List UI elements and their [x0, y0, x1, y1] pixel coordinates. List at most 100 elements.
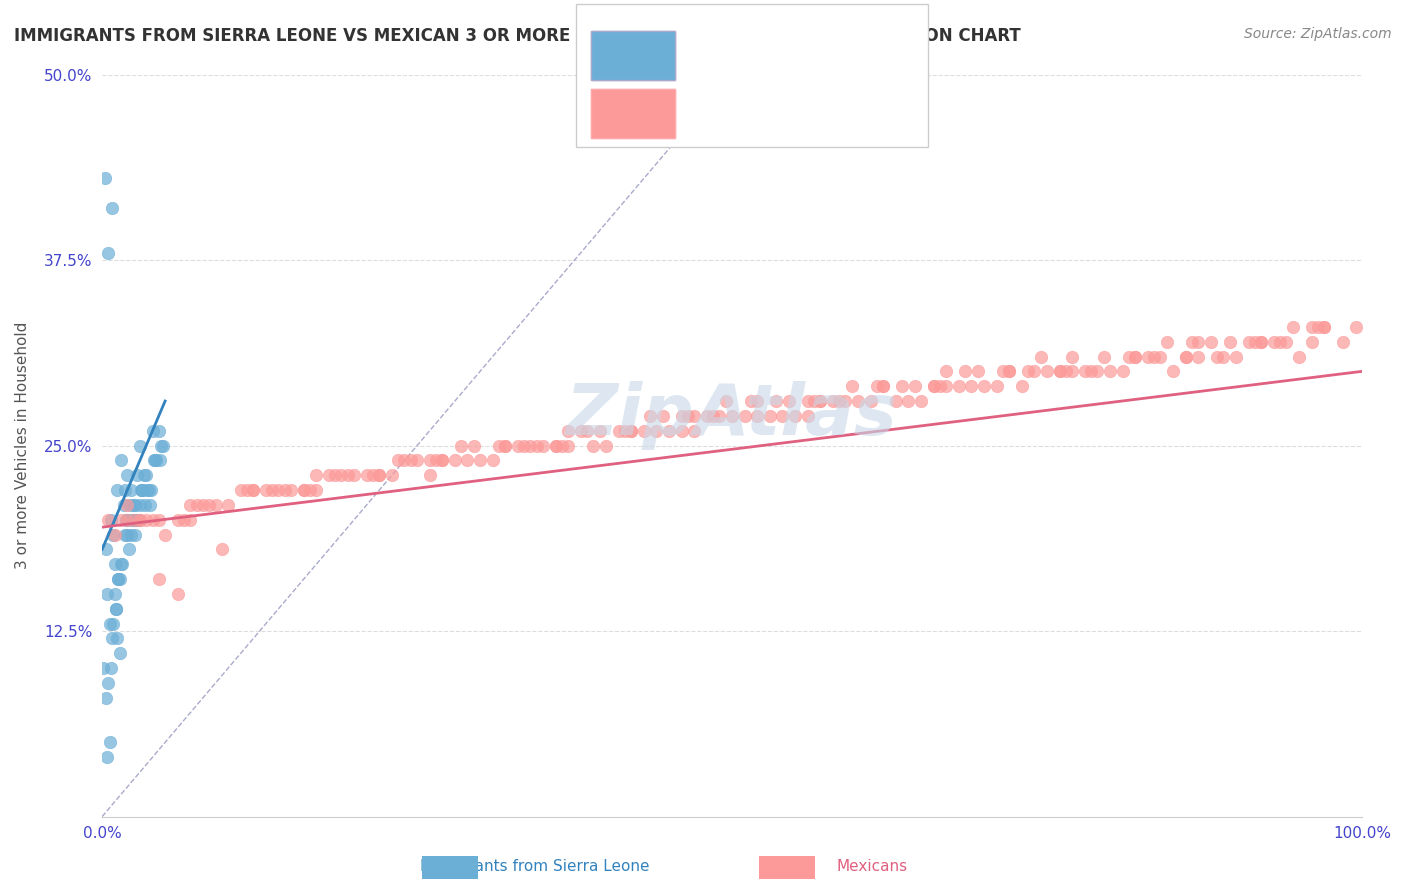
Point	[935, 379, 957, 393]
Point	[121, 513, 143, 527]
Point	[105, 632, 128, 646]
Point	[204, 498, 226, 512]
Point	[191, 498, 214, 512]
Point	[136, 483, 159, 497]
Point	[100, 661, 122, 675]
Point	[148, 513, 170, 527]
Point	[1344, 319, 1367, 334]
Point	[557, 424, 579, 438]
Point	[803, 394, 825, 409]
Point	[783, 409, 806, 423]
Point	[94, 542, 117, 557]
Point	[638, 409, 661, 423]
Point	[305, 468, 328, 483]
Point	[356, 468, 378, 483]
Point	[129, 513, 152, 527]
Point	[198, 498, 221, 512]
Point	[111, 558, 134, 572]
Point	[607, 424, 630, 438]
Point	[872, 379, 894, 393]
Point	[129, 439, 152, 453]
Point	[828, 394, 851, 409]
Point	[368, 468, 391, 483]
Point	[114, 527, 136, 541]
Point	[368, 468, 391, 483]
Point	[1313, 319, 1336, 334]
Point	[544, 439, 567, 453]
Point	[1017, 364, 1039, 378]
Point	[117, 542, 139, 557]
Point	[104, 527, 127, 541]
Point	[118, 498, 141, 512]
Point	[494, 439, 516, 453]
Point	[153, 527, 176, 541]
Point	[330, 468, 353, 483]
Point	[734, 409, 756, 423]
Point	[929, 379, 952, 393]
Point	[468, 453, 491, 467]
Point	[103, 616, 125, 631]
Point	[110, 558, 132, 572]
Point	[569, 424, 592, 438]
Point	[998, 364, 1021, 378]
Point	[1306, 319, 1329, 334]
Point	[117, 498, 139, 512]
Point	[1187, 334, 1209, 349]
Point	[709, 409, 731, 423]
Point	[217, 498, 239, 512]
Point	[267, 483, 290, 497]
Point	[135, 513, 157, 527]
Point	[1181, 334, 1204, 349]
Point	[778, 394, 800, 409]
Point	[125, 513, 148, 527]
Point	[152, 439, 174, 453]
Point	[127, 468, 149, 483]
Point	[110, 453, 132, 467]
Point	[859, 394, 882, 409]
Point	[1174, 350, 1197, 364]
Point	[298, 483, 321, 497]
Point	[1074, 364, 1097, 378]
Point	[676, 409, 699, 423]
Point	[141, 513, 163, 527]
Point	[141, 424, 163, 438]
Point	[1049, 364, 1071, 378]
Point	[108, 572, 131, 586]
Point	[463, 439, 485, 453]
Point	[305, 483, 328, 497]
Point	[262, 483, 284, 497]
Point	[129, 483, 152, 497]
Point	[1136, 350, 1159, 364]
Point	[1225, 350, 1247, 364]
Y-axis label: 3 or more Vehicles in Household: 3 or more Vehicles in Household	[15, 322, 30, 569]
Point	[394, 453, 416, 467]
Point	[1301, 334, 1323, 349]
Point	[866, 379, 889, 393]
Point	[166, 513, 188, 527]
Point	[129, 498, 152, 512]
Point	[714, 394, 737, 409]
Point	[633, 424, 655, 438]
Point	[910, 394, 932, 409]
Point	[1313, 319, 1336, 334]
Point	[613, 424, 636, 438]
Point	[1118, 350, 1140, 364]
Point	[620, 424, 643, 438]
Point	[1275, 334, 1298, 349]
Point	[1161, 364, 1184, 378]
Point	[148, 424, 170, 438]
Text: R = 0.603   N = 199: R = 0.603 N = 199	[689, 105, 886, 123]
Point	[897, 394, 920, 409]
Point	[117, 468, 139, 483]
Point	[1087, 364, 1109, 378]
Point	[1111, 364, 1133, 378]
Point	[173, 513, 195, 527]
Point	[145, 453, 167, 467]
Point	[531, 439, 554, 453]
Point	[148, 572, 170, 586]
Point	[796, 394, 818, 409]
Point	[1024, 364, 1046, 378]
Point	[1250, 334, 1272, 349]
Point	[481, 453, 503, 467]
Point	[149, 453, 172, 467]
